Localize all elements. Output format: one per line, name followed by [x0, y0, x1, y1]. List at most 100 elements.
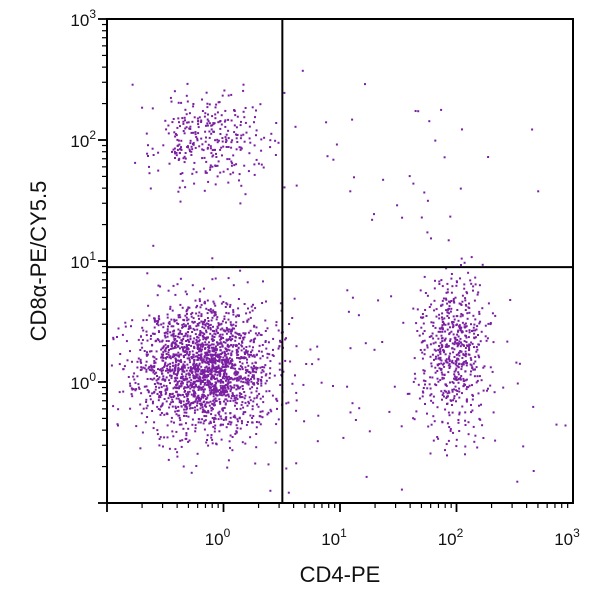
data-point — [417, 383, 420, 386]
data-point — [204, 343, 207, 346]
data-point — [478, 375, 481, 378]
data-point — [214, 304, 217, 307]
data-point — [268, 390, 271, 393]
data-point — [275, 324, 278, 327]
data-point — [195, 363, 198, 366]
data-point — [214, 389, 217, 392]
data-point — [190, 356, 193, 358]
data-point — [347, 310, 350, 313]
data-point — [209, 421, 212, 424]
data-point — [443, 373, 446, 376]
data-point — [250, 339, 253, 342]
data-point — [220, 417, 223, 420]
data-point — [194, 392, 197, 395]
data-point — [236, 376, 239, 379]
data-point — [210, 373, 213, 376]
data-point — [408, 392, 411, 395]
data-point — [255, 446, 258, 449]
data-point — [252, 354, 255, 357]
data-point — [251, 374, 254, 377]
data-point — [448, 355, 451, 358]
data-point — [182, 364, 185, 367]
data-point — [191, 342, 194, 345]
data-point — [400, 425, 403, 428]
data-point — [253, 370, 255, 373]
data-point — [214, 183, 217, 186]
data-point — [221, 391, 224, 393]
data-point — [165, 346, 168, 349]
data-point — [351, 118, 354, 121]
data-point — [213, 427, 216, 430]
data-point — [478, 356, 481, 359]
data-point — [471, 384, 473, 387]
data-point — [454, 296, 457, 299]
data-point — [248, 345, 251, 348]
data-point — [451, 342, 454, 345]
data-point — [221, 362, 224, 364]
data-point — [211, 363, 214, 366]
data-point — [266, 356, 269, 359]
data-point — [211, 350, 214, 353]
data-point — [179, 277, 182, 280]
data-point — [266, 413, 269, 416]
data-point — [157, 151, 160, 154]
data-point — [245, 378, 247, 381]
data-point — [131, 388, 134, 391]
data-point — [174, 135, 177, 138]
data-point — [189, 327, 192, 330]
data-point — [214, 414, 217, 417]
data-point — [211, 343, 214, 346]
data-point — [174, 335, 177, 338]
data-point — [237, 353, 240, 356]
data-point — [208, 380, 211, 383]
data-point — [153, 377, 156, 380]
data-point — [203, 383, 206, 386]
data-point — [145, 368, 148, 371]
data-point — [233, 371, 236, 374]
data-point — [177, 316, 180, 319]
data-point — [423, 275, 426, 278]
data-point — [242, 336, 245, 339]
data-point — [141, 339, 144, 341]
data-point — [238, 367, 241, 370]
data-point — [465, 330, 468, 333]
data-point — [237, 385, 239, 388]
data-point — [173, 320, 176, 323]
data-point — [203, 189, 206, 192]
data-point — [134, 161, 137, 164]
data-point — [196, 367, 199, 369]
data-point — [456, 357, 459, 360]
data-point — [466, 344, 469, 347]
data-point — [203, 327, 206, 330]
data-point — [229, 305, 231, 308]
data-point — [435, 315, 438, 318]
data-point — [197, 132, 200, 135]
data-point — [175, 340, 178, 343]
x-axis-ticks — [106, 503, 569, 512]
data-point — [276, 399, 279, 402]
data-point — [242, 356, 245, 359]
data-point — [216, 175, 219, 178]
data-point — [255, 426, 258, 429]
data-point — [211, 337, 214, 340]
data-point — [182, 346, 185, 349]
data-point — [200, 388, 203, 391]
data-point — [167, 325, 169, 328]
data-point — [243, 303, 246, 305]
data-point — [205, 171, 208, 174]
data-point — [184, 378, 187, 381]
data-point — [412, 307, 415, 310]
data-point — [522, 445, 525, 448]
data-point — [450, 291, 453, 294]
data-point — [231, 358, 233, 361]
data-point — [168, 320, 171, 323]
data-point — [216, 374, 219, 377]
data-point — [458, 362, 461, 365]
data-point — [208, 341, 210, 344]
data-point — [446, 328, 449, 331]
data-point — [194, 383, 197, 386]
data-point — [192, 356, 195, 359]
data-point — [460, 363, 463, 366]
data-point — [186, 397, 189, 400]
data-point — [225, 365, 228, 368]
